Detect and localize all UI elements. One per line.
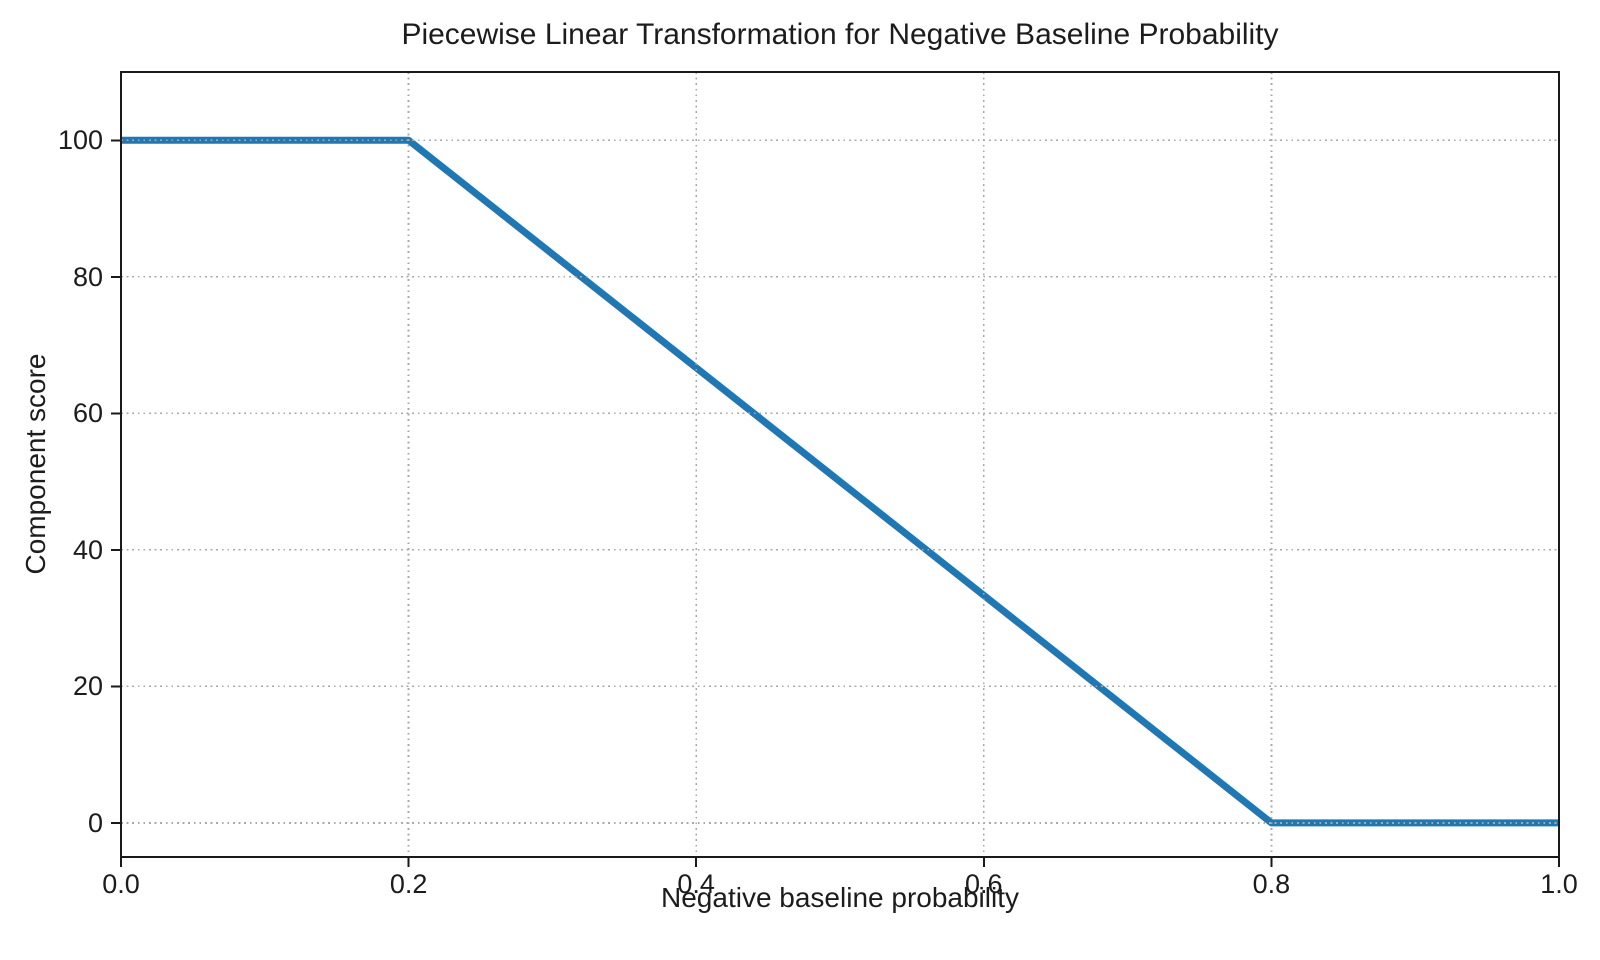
x-tick-label: 1.0 [1540, 869, 1578, 899]
x-tick-label: 0.8 [1252, 869, 1291, 899]
x-tick-label: 0.4 [677, 869, 715, 899]
y-tick-label: 80 [72, 261, 103, 292]
chart-title: Piecewise Linear Transformation for Nega… [401, 18, 1279, 51]
x-tick-label: 0.2 [389, 869, 428, 899]
y-tick-label: 100 [57, 125, 103, 156]
y-tick-label: 20 [72, 671, 103, 702]
plot-border [120, 71, 1560, 858]
y-tick-label: 40 [72, 534, 103, 565]
x-axis-label: Negative baseline probability [661, 882, 1019, 913]
x-tick-label: 0.0 [102, 869, 140, 899]
y-tick-label: 0 [87, 807, 103, 838]
x-tick-label: 0.6 [965, 869, 1003, 899]
y-tick-label: 60 [72, 398, 103, 429]
series-line [121, 136, 1559, 827]
